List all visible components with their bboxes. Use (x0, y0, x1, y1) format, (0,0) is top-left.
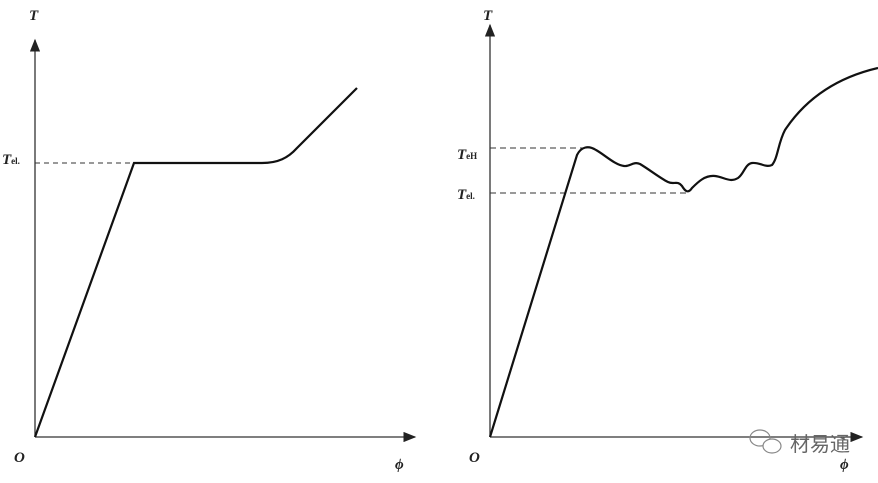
tel-subscript: el. (11, 156, 20, 166)
right-y-axis-label: T (483, 8, 493, 24)
left-curve (33, 87, 358, 438)
tel-subscript: el. (466, 191, 475, 201)
right-tel-label: Tel. (457, 187, 475, 204)
right-origin-label: O (469, 450, 480, 466)
right-curve (488, 66, 878, 438)
left-y-axis-label: T (29, 8, 39, 24)
left-tel-label: Tel. (2, 152, 20, 169)
right-x-axis-label: ϕ (840, 457, 849, 473)
left-x-axis-label: ϕ (395, 457, 404, 473)
teh-symbol: T (457, 147, 467, 163)
watermark-text: 材易通 (790, 432, 850, 456)
tel-symbol: T (457, 187, 467, 203)
left-origin-label: O (14, 450, 25, 466)
tel-symbol: T (2, 152, 12, 168)
right-teh-label: TeH (457, 147, 477, 164)
teh-subscript: eH (466, 151, 478, 161)
